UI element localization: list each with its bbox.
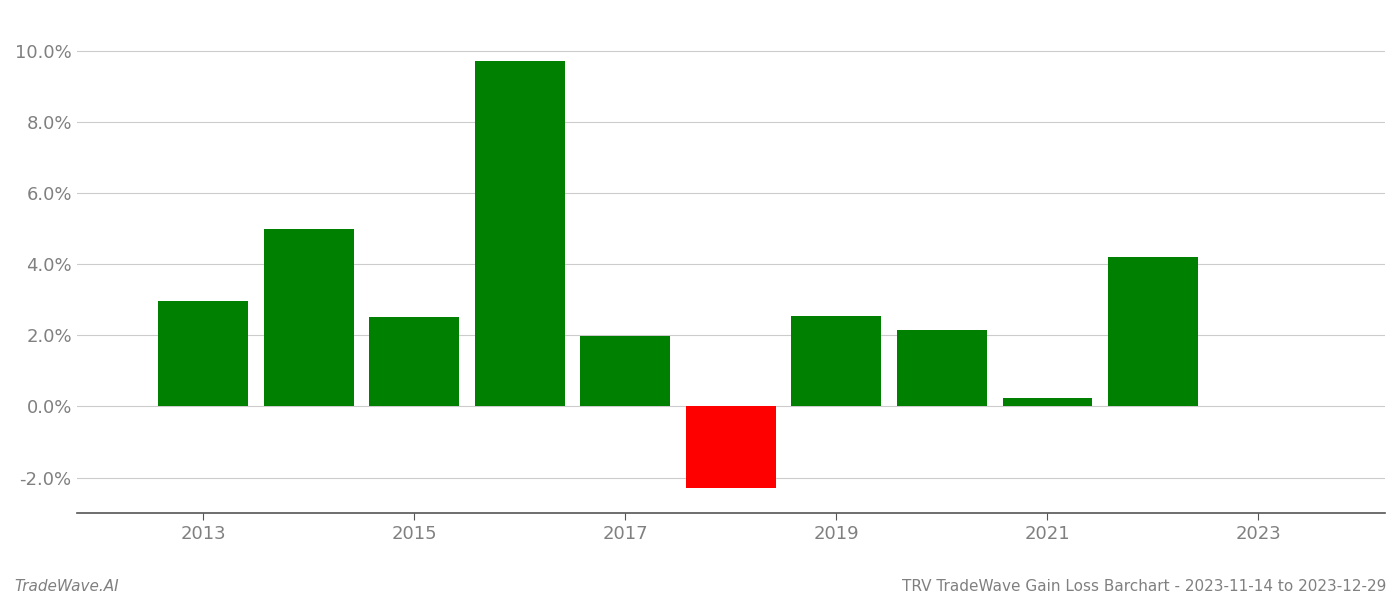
Bar: [581, 337, 671, 406]
Bar: [791, 316, 881, 406]
Bar: [265, 229, 354, 406]
Text: TRV TradeWave Gain Loss Barchart - 2023-11-14 to 2023-12-29: TRV TradeWave Gain Loss Barchart - 2023-…: [902, 579, 1386, 594]
Bar: [897, 330, 987, 406]
Text: TradeWave.AI: TradeWave.AI: [14, 579, 119, 594]
Bar: [1002, 398, 1092, 406]
Bar: [158, 301, 248, 406]
Bar: [370, 317, 459, 406]
Bar: [686, 406, 776, 488]
Bar: [1107, 257, 1198, 406]
Bar: [475, 61, 564, 406]
